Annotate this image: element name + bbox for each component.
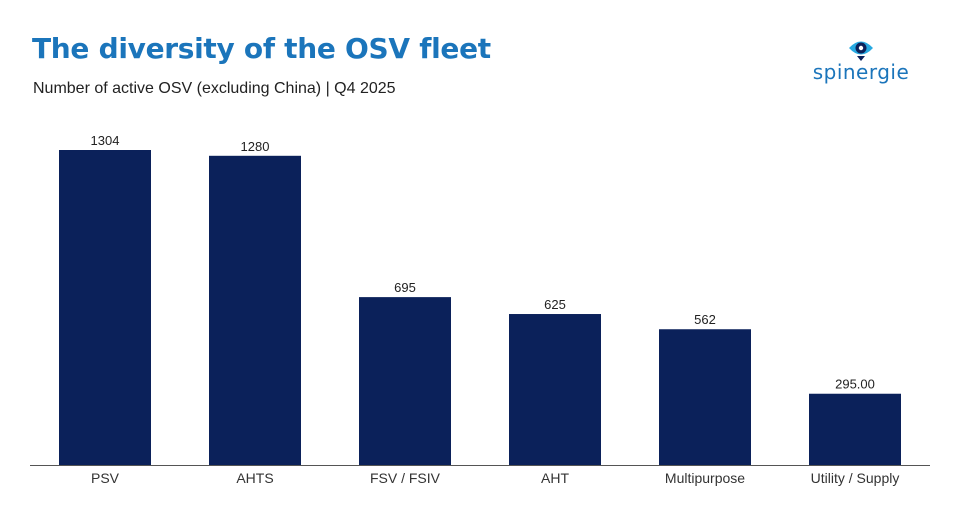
bar-ahts bbox=[209, 155, 301, 465]
data-label: 562 bbox=[694, 312, 716, 327]
data-label: 1280 bbox=[241, 139, 270, 154]
data-label: 295.00 bbox=[835, 377, 875, 392]
data-label: 1304 bbox=[91, 133, 120, 148]
bar-multipurpose bbox=[659, 329, 751, 465]
spinergie-eye-logo-icon bbox=[849, 41, 873, 61]
bar-fsv-fsiv bbox=[359, 297, 451, 465]
chart-subtitle: Number of active OSV (excluding China) |… bbox=[33, 80, 396, 97]
x-tick-label: AHT bbox=[541, 470, 569, 486]
logo-wordmark: spinergie bbox=[812, 60, 910, 84]
bar-aht bbox=[509, 314, 601, 465]
spinergie-logo: spinergie bbox=[806, 36, 916, 86]
x-tick-label: FSV / FSIV bbox=[370, 470, 441, 486]
x-tick-label: Multipurpose bbox=[665, 470, 745, 486]
bar-utility-supply bbox=[809, 393, 901, 465]
data-label: 695 bbox=[394, 280, 416, 295]
x-tick-label: AHTS bbox=[236, 470, 273, 486]
chart-title: The diversity of the OSV fleet bbox=[32, 32, 491, 65]
x-tick-label: Utility / Supply bbox=[811, 470, 900, 486]
bar-psv bbox=[59, 150, 151, 465]
data-label: 625 bbox=[544, 297, 566, 312]
x-tick-label: PSV bbox=[91, 470, 120, 486]
